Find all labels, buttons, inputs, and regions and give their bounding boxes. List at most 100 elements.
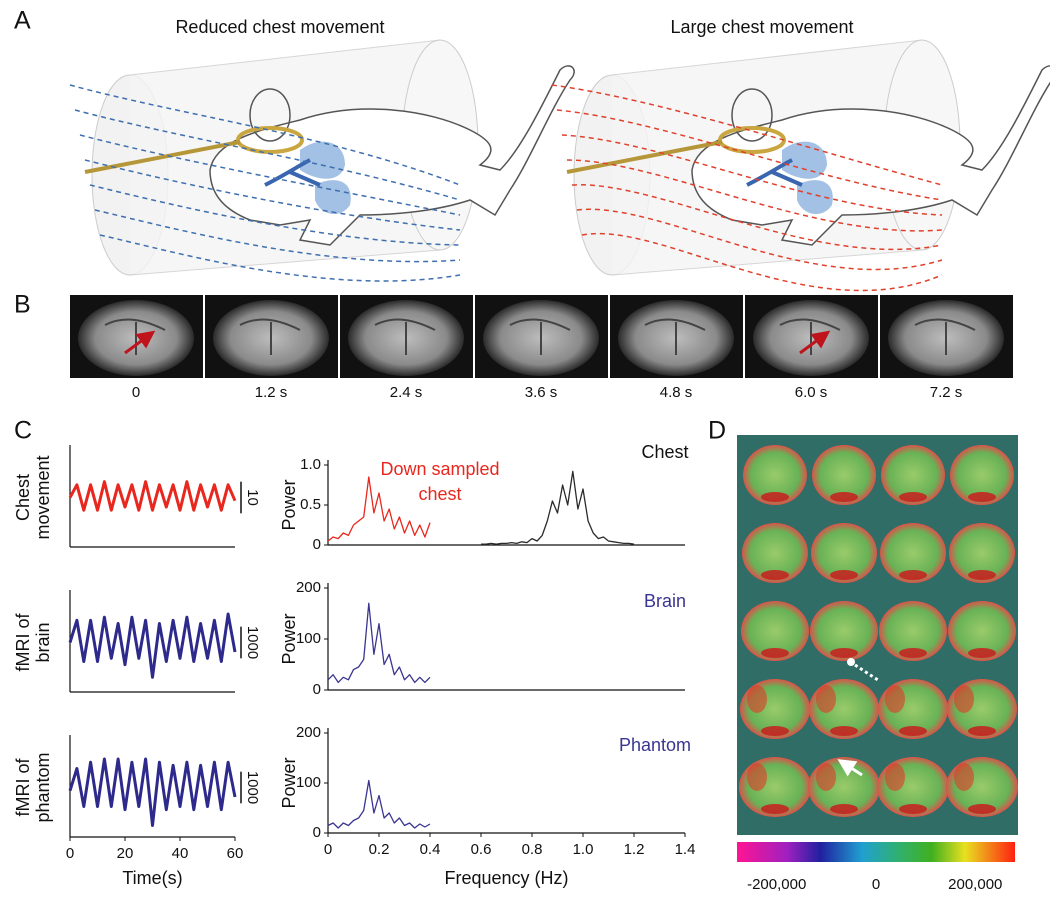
y-tick-label: 200 bbox=[296, 579, 321, 596]
activation bbox=[830, 570, 858, 580]
annotation: Down sampled bbox=[380, 459, 499, 479]
time-label: 1.2 s bbox=[255, 384, 288, 401]
x-tick-label: 20 bbox=[117, 845, 134, 862]
annotation: chest bbox=[418, 484, 461, 504]
field-line bbox=[79, 134, 461, 216]
annotation: Chest bbox=[641, 442, 688, 462]
field-line bbox=[561, 134, 943, 216]
field-line bbox=[89, 184, 461, 246]
data-line bbox=[68, 612, 237, 679]
y-axis-label: Power bbox=[279, 479, 299, 530]
field-line bbox=[74, 109, 461, 201]
x-tick-label: 0.8 bbox=[522, 841, 543, 858]
brain-slice bbox=[949, 523, 1015, 583]
data-line bbox=[68, 480, 237, 512]
y-axis-label: Power bbox=[279, 613, 299, 664]
y-tick-label: 100 bbox=[296, 630, 321, 647]
y-axis-label: Chest bbox=[13, 474, 33, 521]
x-axis-label: Time(s) bbox=[122, 868, 182, 888]
scale-bar-label: 1000 bbox=[244, 771, 261, 804]
brain-slice bbox=[948, 601, 1016, 661]
field-line bbox=[571, 184, 943, 251]
activation bbox=[899, 570, 927, 580]
illustration bbox=[551, 39, 1050, 292]
time-label: 7.2 s bbox=[930, 384, 963, 401]
activation bbox=[761, 570, 789, 580]
marker-dot bbox=[847, 658, 855, 666]
panel-letter: B bbox=[14, 291, 31, 319]
activation bbox=[761, 492, 789, 502]
brain-slice bbox=[950, 445, 1014, 505]
x-tick-label: 1.4 bbox=[675, 841, 696, 858]
field-line bbox=[551, 84, 943, 186]
coil bbox=[236, 126, 304, 154]
activation bbox=[747, 763, 767, 791]
activation bbox=[830, 492, 858, 502]
x-tick-label: 1.2 bbox=[624, 841, 645, 858]
y-tick-label: 100 bbox=[296, 774, 321, 791]
brain-slice bbox=[811, 523, 877, 583]
x-tick-label: 0.2 bbox=[369, 841, 390, 858]
scale-bar-label: 10 bbox=[244, 489, 261, 506]
coil-cable bbox=[566, 140, 723, 174]
mri-structure bbox=[914, 318, 976, 355]
colorbar-ticks: -200,000 0 200,000 bbox=[747, 876, 1002, 893]
data-line bbox=[68, 757, 237, 827]
activation bbox=[899, 648, 927, 658]
lung bbox=[315, 180, 351, 215]
marker-arrow bbox=[837, 759, 863, 777]
activation bbox=[885, 763, 905, 791]
x-tick-label: 0 bbox=[324, 841, 332, 858]
brain-slice bbox=[741, 601, 809, 661]
y-tick-label: 0 bbox=[313, 824, 321, 841]
mri-structure bbox=[239, 318, 301, 355]
x-tick-label: 0.6 bbox=[471, 841, 492, 858]
data-line bbox=[327, 476, 431, 542]
time-label: 2.4 s bbox=[390, 384, 423, 401]
mri-structure bbox=[374, 318, 436, 355]
activation bbox=[968, 726, 996, 736]
mri-structure bbox=[644, 318, 706, 355]
data-line bbox=[327, 602, 431, 684]
data-line bbox=[327, 779, 431, 829]
x-axis-label: Frequency (Hz) bbox=[444, 868, 568, 888]
activation bbox=[968, 570, 996, 580]
rat-ear bbox=[731, 88, 773, 142]
panel-title: Large chest movement bbox=[670, 17, 853, 37]
y-tick-label: 0 bbox=[313, 536, 321, 553]
activation-mosaic bbox=[739, 445, 1018, 817]
brain-slice bbox=[810, 601, 878, 661]
activation bbox=[830, 804, 858, 814]
colorbar-tick-label: 200,000 bbox=[948, 876, 1002, 893]
panel-title: Reduced chest movement bbox=[175, 17, 384, 37]
activation bbox=[816, 685, 836, 713]
brain-slice bbox=[743, 445, 807, 505]
motion-arrow bbox=[799, 330, 831, 355]
colorbar bbox=[737, 842, 1015, 862]
x-tick-label: 1.0 bbox=[573, 841, 594, 858]
field-line bbox=[69, 84, 461, 186]
rat bbox=[691, 65, 1050, 246]
time-label: 3.6 s bbox=[525, 384, 558, 401]
activation bbox=[954, 685, 974, 713]
panel-letter: D bbox=[708, 417, 726, 445]
y-axis-label: phantom bbox=[33, 752, 53, 822]
panel-letter: C bbox=[14, 417, 32, 445]
field-line bbox=[99, 234, 461, 282]
vessel bbox=[746, 158, 803, 187]
time-label: 4.8 s bbox=[660, 384, 693, 401]
scale-bar-label: 1000 bbox=[244, 626, 261, 659]
y-axis-label: fMRI of bbox=[13, 758, 33, 817]
y-tick-label: 200 bbox=[296, 724, 321, 741]
y-tick-label: 0.5 bbox=[300, 496, 321, 513]
marker-dashed bbox=[854, 663, 879, 682]
colorbar-tick-label: 0 bbox=[872, 876, 880, 893]
activation bbox=[968, 492, 996, 502]
brain-slice bbox=[879, 601, 947, 661]
time-label: 6.0 s bbox=[795, 384, 828, 401]
activation bbox=[968, 648, 996, 658]
lung bbox=[797, 180, 833, 215]
brain-slice bbox=[881, 445, 945, 505]
annotation: Phantom bbox=[619, 735, 691, 755]
